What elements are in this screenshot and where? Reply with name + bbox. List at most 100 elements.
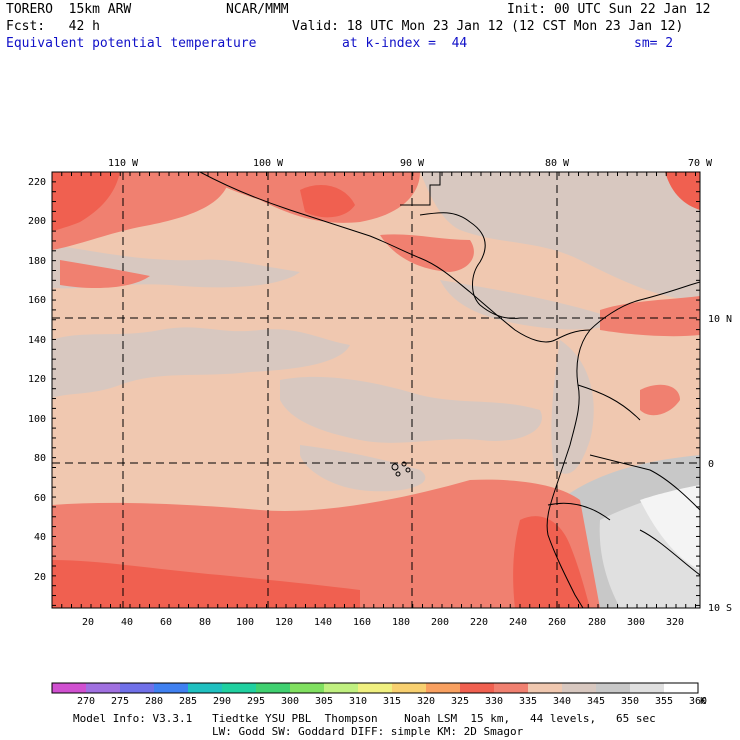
coastline-central-america-pacific (199, 172, 591, 343)
colorbar-label: 360 (689, 696, 707, 707)
field-red-caribbean (665, 172, 700, 210)
field-red-south-band (52, 560, 360, 608)
colorbar-swatch (222, 683, 257, 693)
y-tick-label: 60 (34, 493, 46, 504)
border-yucatan (400, 172, 441, 206)
colorbar-swatch (358, 683, 393, 693)
galapagos-4 (395, 471, 401, 477)
field-salmon-venezuela (600, 296, 700, 337)
galapagos-2 (401, 461, 407, 467)
coastline-colombia-north (589, 281, 700, 331)
colorbar: 270 275 280 285 290 295 300 305 310 315 320 325 330 3… (52, 683, 707, 707)
field-salmon-guatemala (380, 234, 474, 272)
colorbar-label: 280 (145, 696, 163, 707)
colorbar-swatch (256, 683, 291, 693)
colorbar-label: 275 (111, 696, 129, 707)
axis-ticks (51, 171, 700, 608)
field-grey-band-4 (300, 445, 426, 492)
x-tick-label: 220 (470, 617, 488, 628)
y-tick-label: 140 (28, 335, 46, 346)
colorbar-label: 300 (281, 696, 299, 707)
temperature-field (52, 172, 700, 608)
colorbar-swatch (290, 683, 325, 693)
colorbar-swatch (494, 683, 529, 693)
colorbar-frame (51, 682, 699, 694)
x-tick-label: 100 (236, 617, 254, 628)
border-peru (547, 502, 700, 576)
field-red-northwest (52, 172, 120, 232)
colorbar-swatch (664, 683, 699, 693)
colorbar-label: 310 (349, 696, 367, 707)
field-salmon-amazon (640, 384, 680, 416)
field-white-south (640, 485, 700, 570)
coastline-south-america-pacific (546, 329, 591, 608)
x-tick-label: 20 (82, 617, 94, 628)
colorbar-label: 335 (519, 696, 537, 707)
model-label: TORERO 15km ARW (6, 2, 132, 17)
lon-label-80w: 80 W (545, 158, 570, 169)
smoothing-info: sm= 2 (634, 36, 674, 51)
init-time: Init: 00 UTC Sun 22 Jan 12 (507, 2, 711, 17)
x-tick-label: 60 (160, 617, 172, 628)
y-tick-label: 20 (34, 572, 46, 583)
footer-model-info: Model Info: V3.3.1 Tiedtke YSU PBL Thomp… (73, 712, 656, 725)
colorbar-swatch (392, 683, 427, 693)
colorbar-swatch (188, 683, 223, 693)
valid-time: Valid: 18 UTC Mon 23 Jan 12 (12 CST Mon … (292, 19, 684, 34)
colorbar-label: 270 (77, 696, 95, 707)
field-grey-north (420, 172, 700, 300)
org-label: NCAR/MMM (226, 2, 289, 17)
y-tick-label: 40 (34, 532, 46, 543)
colorbar-swatch (154, 683, 189, 693)
colorbar-label: 315 (383, 696, 401, 707)
coastline-central-america-caribbean (419, 212, 521, 319)
map-frame (51, 171, 701, 609)
field-grey-andes (551, 340, 594, 474)
x-tick-label: 40 (121, 617, 133, 628)
colorbar-label: 305 (315, 696, 333, 707)
colorbar-swatch (460, 683, 495, 693)
lat-label-10s: 10 S (708, 603, 732, 614)
lon-label-90w: 90 W (400, 158, 425, 169)
field-red-mexico (300, 185, 355, 218)
colorbar-label: 340 (553, 696, 571, 707)
lon-label-110w: 110 W (108, 158, 139, 169)
y-tick-label: 100 (28, 414, 46, 425)
field-name: Equivalent potential temperature (6, 36, 257, 51)
x-tick-label: 320 (666, 617, 684, 628)
field-grey-band-3 (280, 376, 542, 443)
colorbar-label: 295 (247, 696, 265, 707)
x-tick-label: 80 (199, 617, 211, 628)
colorbar-swatch (86, 683, 121, 693)
y-tick-label: 180 (28, 256, 46, 267)
colorbar-swatch (426, 683, 461, 693)
colorbar-swatch (630, 683, 665, 693)
colorbar-label: 285 (179, 696, 197, 707)
colorbar-label: 345 (587, 696, 605, 707)
y-tick-label: 160 (28, 295, 46, 306)
graticule (52, 172, 700, 608)
y-tick-label: 200 (28, 216, 46, 227)
forecast-hour: Fcst: 42 h (6, 19, 100, 34)
colorbar-swatch (562, 683, 597, 693)
colorbar-label: 290 (213, 696, 231, 707)
x-tick-label: 120 (275, 617, 293, 628)
colorbar-swatch (528, 683, 563, 693)
colorbar-label: 330 (485, 696, 503, 707)
field-grey-central (440, 280, 620, 330)
lat-label-10n: 10 N (708, 314, 732, 325)
colorbar-label: 325 (451, 696, 469, 707)
colorbar-label: 320 (417, 696, 435, 707)
y-tick-label: 80 (34, 453, 46, 464)
galapagos-1 (391, 463, 399, 471)
lat-label-0: 0 (708, 459, 714, 470)
y-tick-label: 120 (28, 374, 46, 385)
colorbar-unit: K (700, 696, 706, 707)
x-tick-label: 200 (431, 617, 449, 628)
colorbar-swatch (120, 683, 155, 693)
field-red-peru-coast (513, 516, 590, 608)
field-salmon-streak (60, 260, 150, 289)
field-grey-band-1 (52, 327, 350, 398)
footer-physics-info: LW: Godd SW: Goddard DIFF: simple KM: 2D… (212, 725, 524, 738)
